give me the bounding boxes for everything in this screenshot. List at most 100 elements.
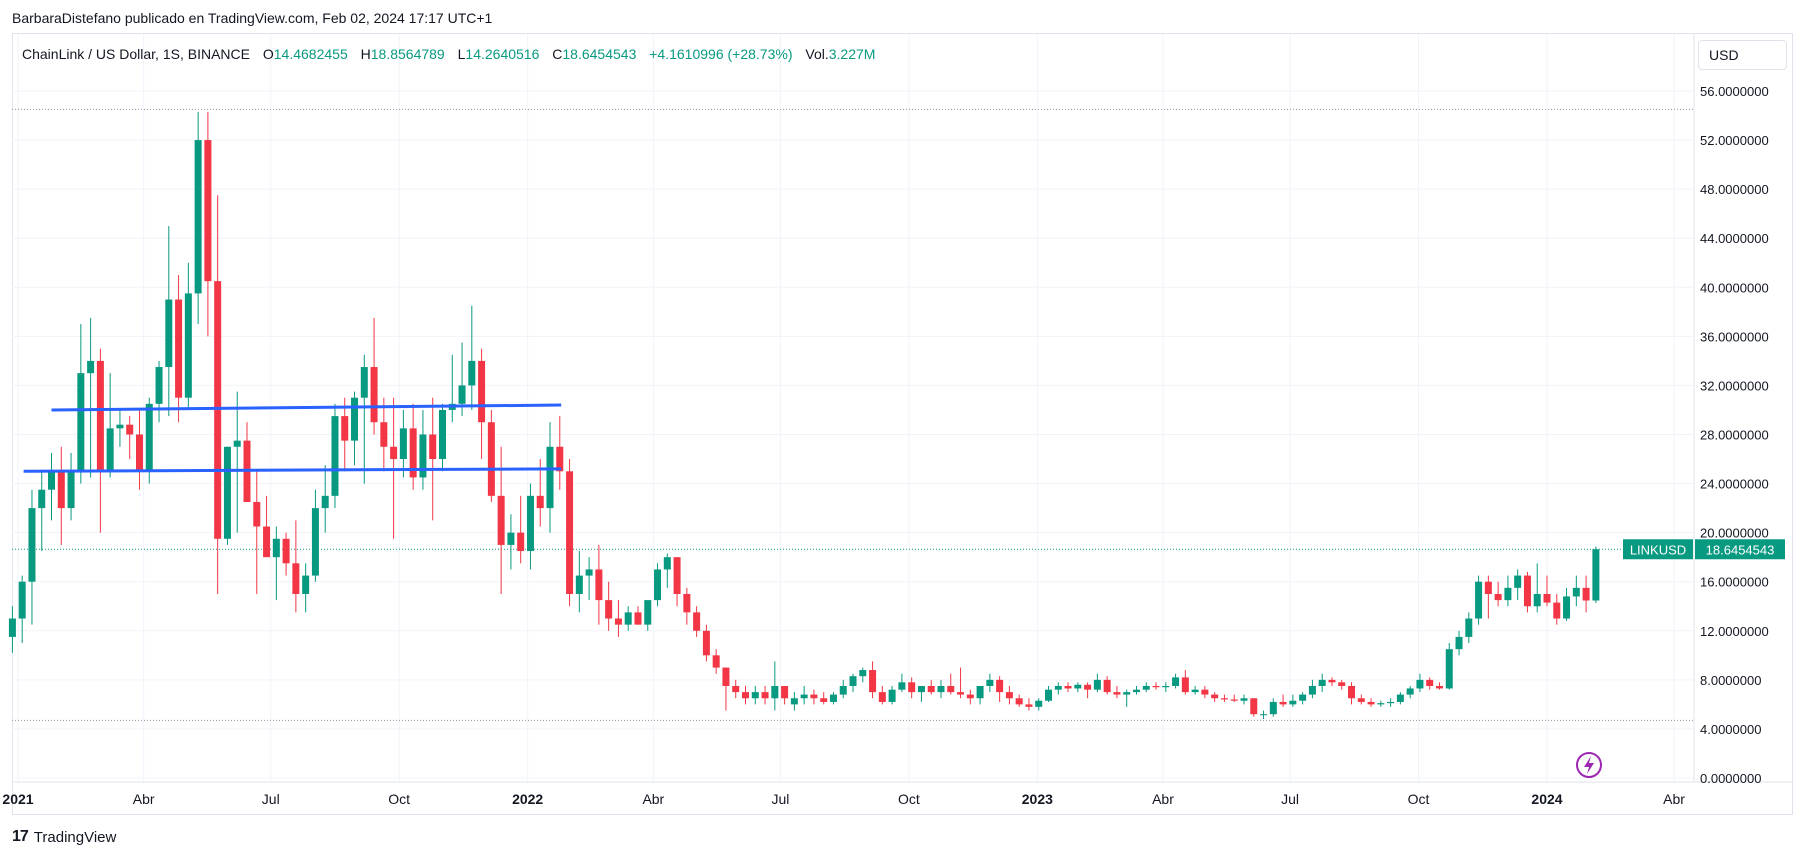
candle-body xyxy=(1328,679,1336,683)
candle-body xyxy=(1025,704,1033,707)
candle-body xyxy=(1181,677,1189,693)
candle-body xyxy=(438,409,446,460)
candle-body xyxy=(996,679,1004,693)
candle xyxy=(321,465,329,533)
candle-body xyxy=(624,612,632,625)
candle xyxy=(370,317,378,435)
candle-body xyxy=(1132,689,1140,693)
candle-body xyxy=(272,538,280,558)
legend-high-label: H xyxy=(360,46,371,62)
candle xyxy=(908,677,916,699)
trendline xyxy=(51,403,562,412)
candle-body xyxy=(331,416,339,496)
candle-body xyxy=(732,685,740,693)
candle-body xyxy=(282,538,290,564)
candle xyxy=(673,557,681,607)
candle-body xyxy=(556,446,564,472)
candle xyxy=(1045,685,1053,702)
candle-body xyxy=(507,532,515,545)
candle-body xyxy=(1582,587,1590,601)
candle-body xyxy=(214,281,222,539)
candle xyxy=(1152,682,1160,690)
candle-body xyxy=(947,685,955,693)
candle-body xyxy=(321,495,329,509)
candle-body xyxy=(771,685,779,699)
candle-body xyxy=(859,670,867,677)
candle-body xyxy=(1455,636,1463,650)
candle xyxy=(106,373,114,478)
candle xyxy=(399,409,407,478)
candle xyxy=(87,317,95,478)
candle-body xyxy=(1005,692,1013,699)
candle-body xyxy=(1523,575,1531,607)
candle xyxy=(1269,698,1277,717)
candle xyxy=(810,689,818,705)
candle xyxy=(663,553,671,588)
candle xyxy=(223,446,231,545)
candle xyxy=(937,679,945,699)
lightning-icon[interactable] xyxy=(1576,752,1602,778)
candle-body xyxy=(380,422,388,447)
price-tick-label: 36.0000000 xyxy=(1700,329,1769,344)
candle xyxy=(292,520,300,613)
candle-body xyxy=(409,428,417,478)
candle xyxy=(1572,575,1580,607)
candle-body xyxy=(233,440,241,447)
candle-body xyxy=(1191,689,1199,693)
candle-body xyxy=(673,557,681,594)
candle-body xyxy=(1211,694,1219,699)
time-tick-label: Jul xyxy=(262,791,280,807)
candle xyxy=(1416,673,1424,693)
candle-body xyxy=(135,434,143,472)
candle-body xyxy=(223,446,231,539)
candle xyxy=(214,195,222,594)
candle xyxy=(849,673,857,693)
candle-body xyxy=(18,581,26,619)
candle xyxy=(351,391,359,466)
candle xyxy=(986,673,994,693)
candle xyxy=(634,606,642,625)
candle-body xyxy=(419,434,427,478)
candle xyxy=(741,685,749,705)
chart-legend: ChainLink / US Dollar, 1S, BINANCE O14.4… xyxy=(22,46,875,62)
candle-body xyxy=(654,569,662,601)
candle-body xyxy=(87,360,95,374)
candle xyxy=(1553,593,1561,625)
candle-body xyxy=(1015,698,1023,705)
candle-body xyxy=(595,569,603,601)
candle xyxy=(644,600,652,631)
time-tick-label: Oct xyxy=(898,791,920,807)
currency-button[interactable]: USD xyxy=(1698,40,1787,70)
candle-body xyxy=(1484,581,1492,594)
candle-body xyxy=(1152,685,1160,688)
candle xyxy=(1015,694,1023,707)
candle xyxy=(702,624,710,662)
candle xyxy=(1074,682,1082,693)
candle-body xyxy=(487,422,495,496)
candle xyxy=(526,483,534,570)
candle-body xyxy=(390,446,398,460)
candle xyxy=(184,262,192,410)
candle-body xyxy=(1553,602,1561,619)
candle xyxy=(869,661,877,699)
candle-body xyxy=(8,618,16,637)
candle xyxy=(175,275,183,423)
price-tick-label: 48.0000000 xyxy=(1700,182,1769,197)
time-tick-label: Oct xyxy=(1408,791,1430,807)
candle-body xyxy=(204,140,212,282)
candle-body xyxy=(116,424,124,429)
candle xyxy=(1328,677,1336,686)
candle xyxy=(546,422,554,533)
candle-body xyxy=(429,434,437,460)
candle-body xyxy=(1289,700,1297,705)
candle xyxy=(751,685,759,705)
candle-body xyxy=(1387,701,1395,704)
candle-body xyxy=(1494,593,1502,601)
candle-body xyxy=(829,694,837,702)
candle-body xyxy=(263,526,271,558)
candle xyxy=(1318,673,1326,693)
last-price-tag: LINKUSD 18.6454543 xyxy=(1623,539,1785,560)
footer-brand[interactable]: 17 TradingView xyxy=(12,828,116,846)
candle-body xyxy=(194,140,202,294)
